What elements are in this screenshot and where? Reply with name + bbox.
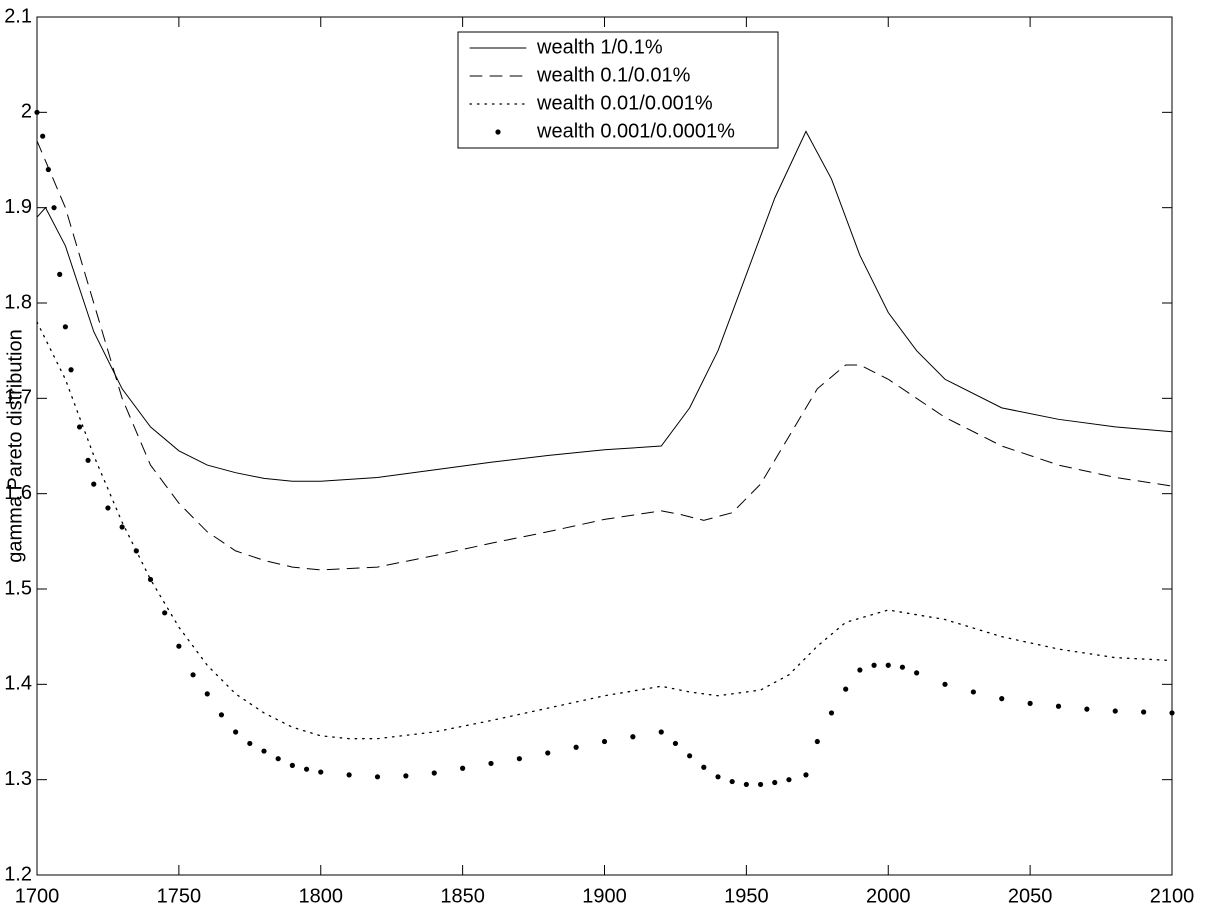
x-tick-label: 1700 — [15, 885, 60, 907]
data-point — [1169, 710, 1175, 716]
legend-label: wealth 1/0.1% — [536, 36, 663, 58]
data-point — [658, 729, 664, 735]
data-point — [857, 667, 863, 673]
data-point — [687, 753, 693, 759]
data-point — [318, 769, 324, 775]
data-point — [34, 109, 40, 115]
data-point — [843, 686, 849, 692]
data-point — [431, 770, 437, 776]
data-point — [91, 481, 97, 487]
y-tick-label: 2 — [21, 101, 32, 123]
data-point — [147, 576, 154, 583]
data-point — [51, 205, 57, 211]
series-line — [36, 140, 1173, 571]
data-point — [573, 744, 579, 750]
data-point — [76, 424, 83, 430]
data-point — [743, 781, 749, 788]
data-point — [68, 367, 74, 373]
legend-marker — [495, 129, 501, 135]
x-tick-label: 2000 — [866, 885, 911, 907]
data-point — [1084, 706, 1090, 712]
data-point — [119, 524, 125, 530]
data-point — [757, 781, 764, 788]
y-tick-label: 1.3 — [4, 768, 32, 790]
y-tick-label: 1.4 — [4, 673, 32, 695]
x-tick-label: 2050 — [1008, 885, 1053, 907]
data-point — [190, 672, 196, 678]
data-point — [1141, 709, 1147, 715]
data-point — [247, 740, 253, 747]
data-point — [162, 610, 168, 616]
data-point — [899, 664, 906, 670]
series-line — [36, 130, 1173, 482]
data-point — [275, 756, 281, 762]
data-point — [701, 764, 707, 770]
data-point — [374, 774, 381, 780]
data-point — [133, 548, 139, 554]
data-point — [1055, 703, 1062, 709]
x-tick-label: 1900 — [582, 885, 627, 907]
data-point — [601, 738, 608, 745]
y-tick-label: 1.2 — [4, 863, 32, 885]
data-point — [346, 772, 352, 778]
data-point — [516, 756, 522, 762]
legend-box — [457, 31, 779, 149]
data-point — [1112, 708, 1118, 714]
y-tick-label: 2.1 — [4, 5, 32, 27]
data-point — [218, 712, 225, 718]
data-point — [57, 271, 63, 277]
data-point — [85, 457, 91, 463]
data-point — [772, 779, 778, 786]
y-axis-label: gamma Pareto distribution — [4, 329, 26, 562]
y-tick-label: 1.7 — [4, 387, 32, 409]
data-point — [460, 765, 466, 771]
data-point — [786, 777, 792, 783]
data-point — [403, 773, 409, 779]
x-tick-label: 1750 — [157, 885, 202, 907]
data-point — [261, 748, 267, 754]
data-point — [814, 738, 820, 745]
data-point — [204, 691, 210, 697]
data-point — [942, 681, 948, 687]
data-point — [45, 166, 51, 173]
data-point — [970, 689, 976, 695]
data-point — [715, 774, 721, 780]
data-point — [62, 324, 68, 330]
x-tick-label: 1950 — [724, 885, 769, 907]
series-line — [36, 321, 1173, 740]
data-point — [914, 670, 920, 676]
data-point — [828, 710, 835, 716]
data-point — [1027, 700, 1033, 707]
data-point — [545, 750, 551, 756]
x-tick-label: 1800 — [299, 885, 344, 907]
data-point — [233, 729, 239, 735]
y-tick-label: 1.8 — [4, 291, 32, 313]
data-point — [40, 133, 46, 139]
data-point — [885, 662, 891, 668]
data-point — [105, 505, 111, 511]
data-point — [729, 778, 735, 785]
data-point — [630, 734, 636, 740]
data-point — [176, 643, 182, 649]
data-point — [672, 740, 679, 747]
y-tick-label: 1.6 — [4, 482, 32, 504]
y-tick-label: 1.9 — [4, 196, 32, 218]
x-tick-label: 2100 — [1150, 885, 1195, 907]
x-tick-label: 1850 — [440, 885, 485, 907]
legend-label: wealth 0.1/0.01% — [536, 64, 691, 86]
plot-area — [36, 16, 1173, 876]
y-tick-label: 1.5 — [4, 577, 32, 599]
data-point — [871, 662, 877, 668]
data-point — [488, 760, 494, 767]
data-point — [303, 766, 310, 772]
data-point — [803, 772, 809, 778]
data-point — [289, 762, 295, 768]
data-point — [999, 696, 1005, 702]
legend-label: wealth 0.01/0.001% — [536, 92, 713, 114]
legend-label: wealth 0.001/0.0001% — [536, 120, 735, 142]
